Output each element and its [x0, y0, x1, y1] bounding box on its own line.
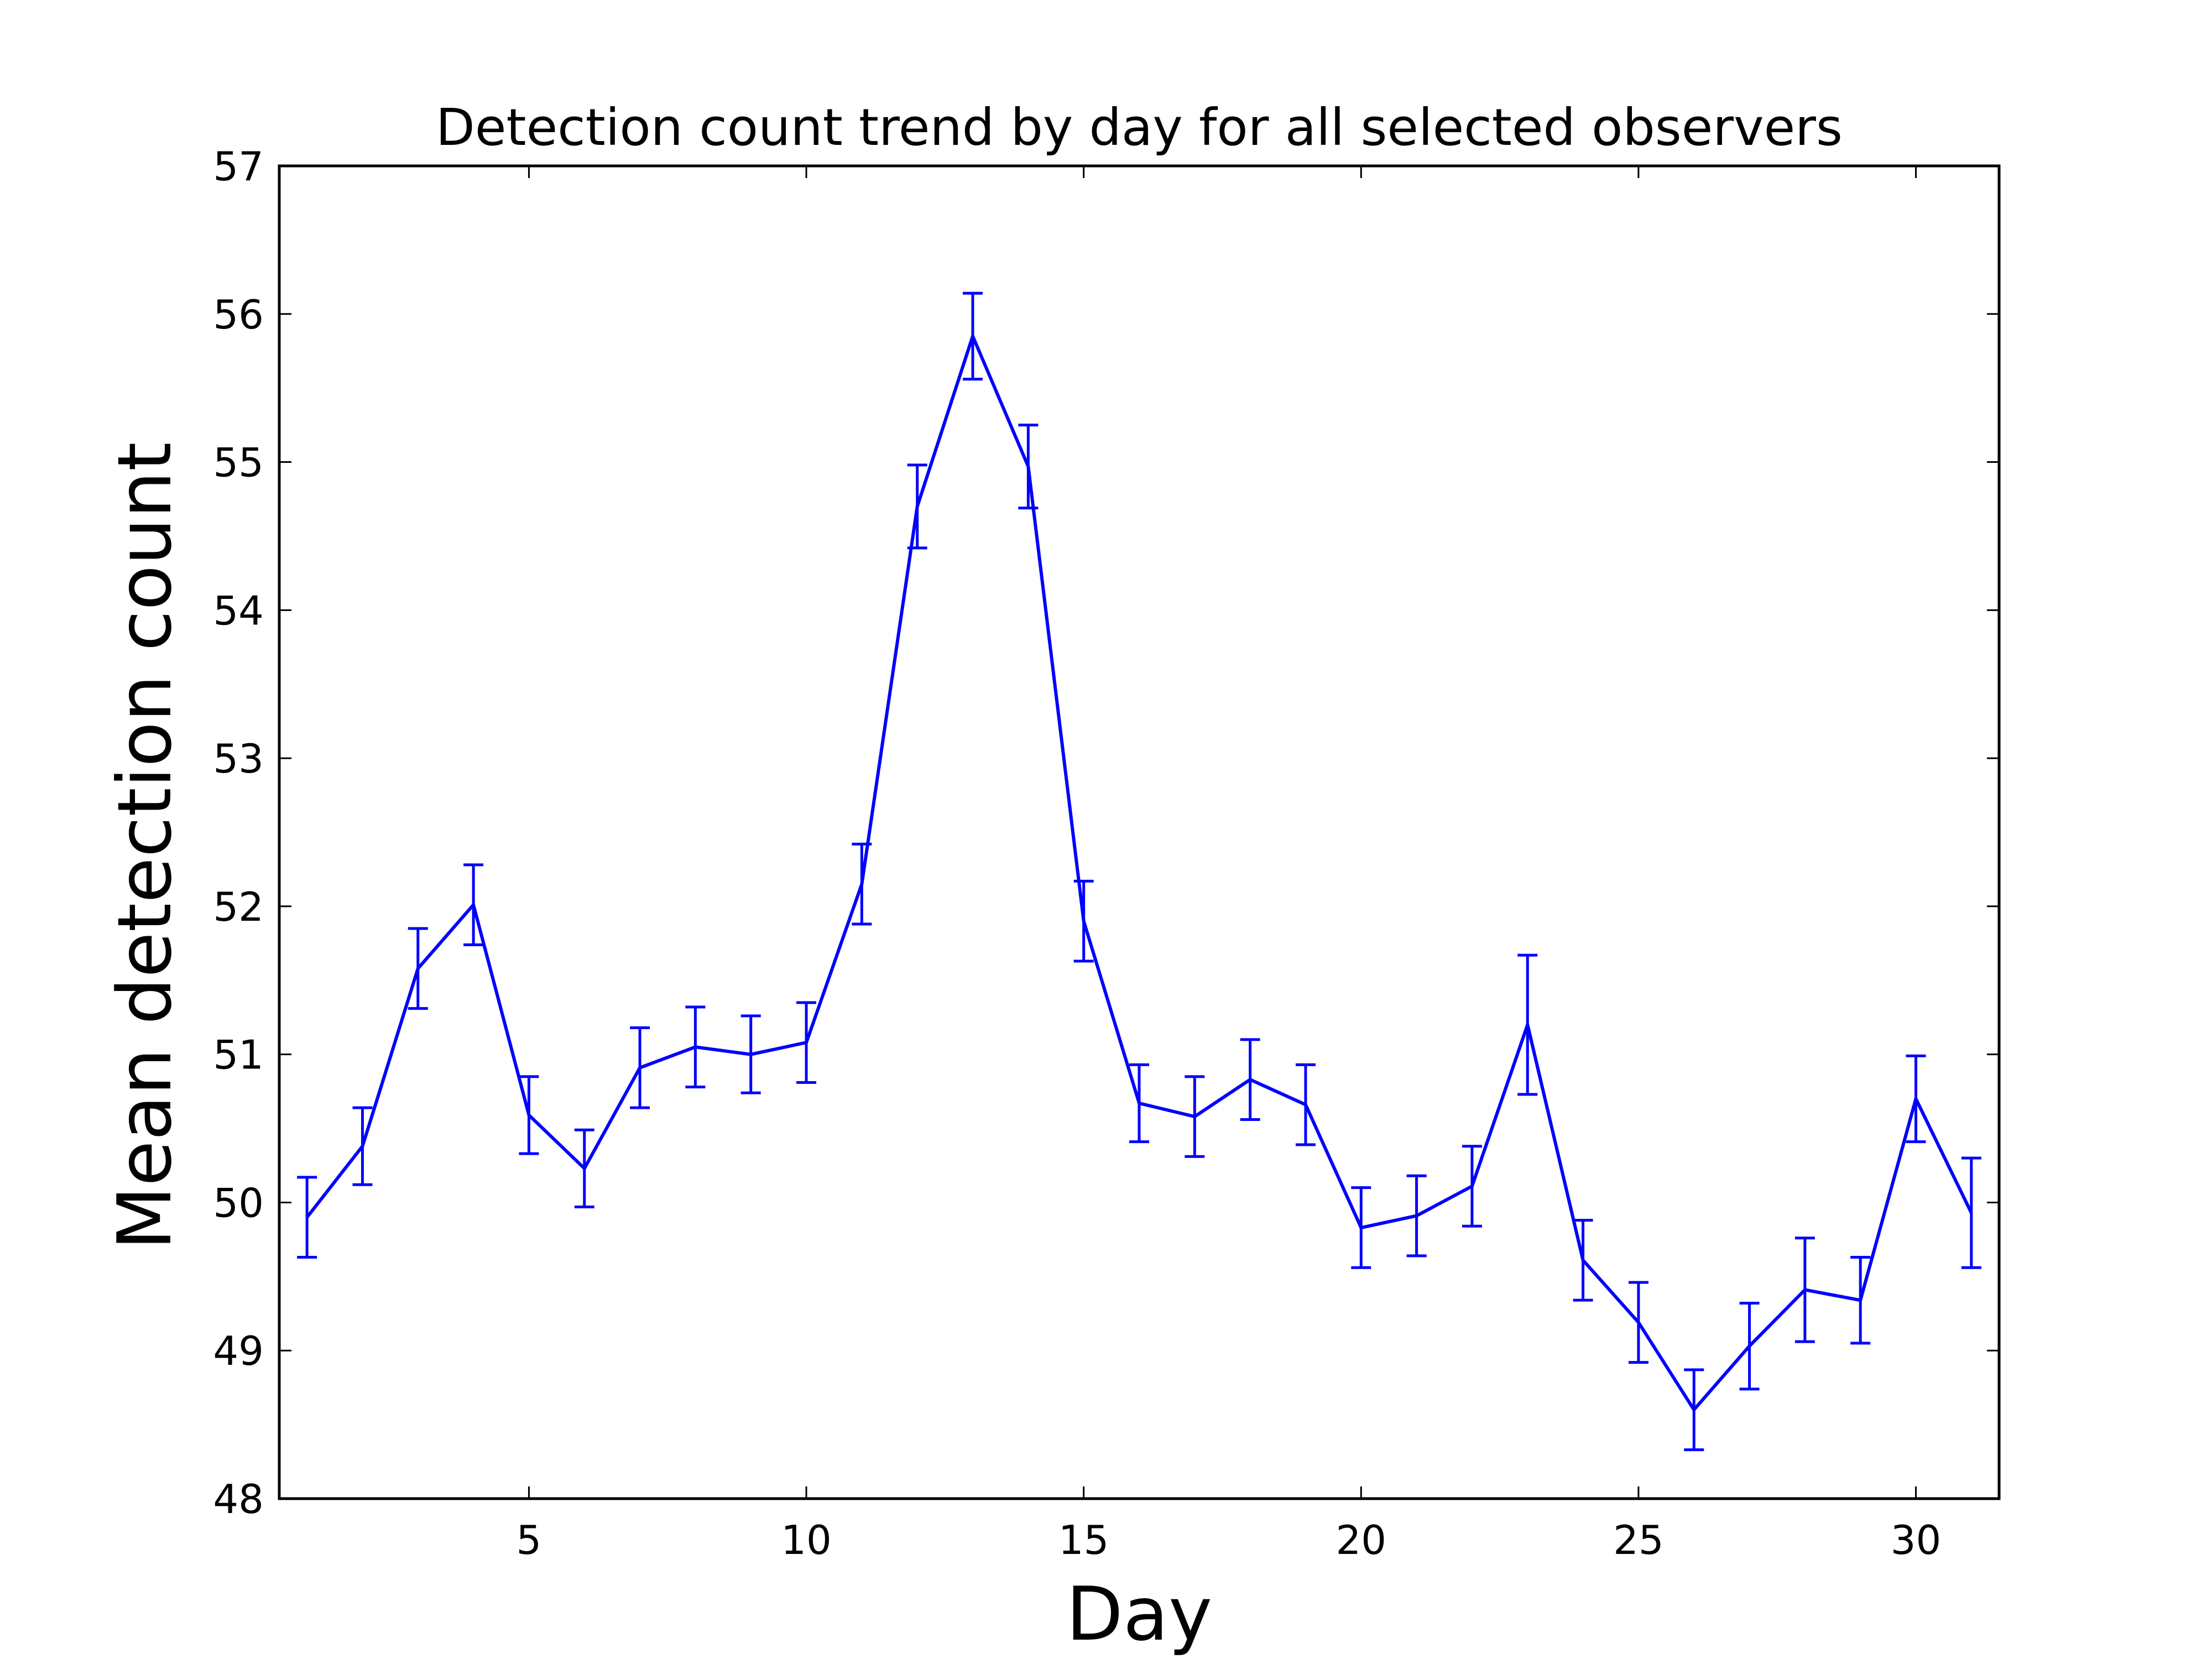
- y-tick-label-0: 48: [213, 1476, 264, 1522]
- y-tick-label-8: 56: [213, 291, 264, 338]
- data-point-5: [528, 1114, 530, 1116]
- data-point-9: [750, 1053, 752, 1055]
- y-tick-label-1: 49: [213, 1328, 264, 1374]
- y-tick-label-6: 54: [213, 587, 264, 634]
- data-point-20: [1360, 1227, 1362, 1228]
- y-tick-label-5: 53: [213, 735, 264, 782]
- x-tick-label-3: 20: [1335, 1517, 1386, 1563]
- data-point-30: [1915, 1098, 1917, 1099]
- x-tick-label-1: 10: [781, 1517, 832, 1563]
- data-point-19: [1305, 1104, 1306, 1105]
- chart-title: Detection count trend by day for all sel…: [436, 98, 1843, 157]
- data-point-15: [1083, 920, 1084, 922]
- data-point-2: [362, 1145, 363, 1147]
- data-point-13: [972, 335, 974, 337]
- data-point-3: [417, 968, 419, 969]
- data-point-16: [1139, 1103, 1140, 1104]
- y-tick-label-3: 51: [213, 1032, 264, 1078]
- series-line-0: [305, 331, 1973, 1413]
- data-point-8: [695, 1046, 696, 1048]
- data-point-17: [1194, 1116, 1196, 1118]
- plot-area: 5 10 15 20 25 30 48 49 50 51 52 53 54 55 56 57: [213, 143, 2001, 1563]
- data-point-10: [806, 1042, 807, 1044]
- data-point-23: [1527, 1024, 1528, 1026]
- data-point-26: [1693, 1409, 1695, 1411]
- plot-frame: [278, 164, 2001, 1500]
- x-tick-label-2: 15: [1058, 1517, 1109, 1563]
- data-point-6: [583, 1167, 585, 1169]
- y-tick-label-7: 55: [213, 440, 264, 486]
- data-point-31: [1970, 1212, 1972, 1214]
- data-point-21: [1416, 1215, 1417, 1217]
- x-tick-label-0: 5: [517, 1517, 542, 1563]
- data-point-29: [1860, 1300, 1861, 1301]
- x-tick-label-5: 30: [1891, 1517, 1942, 1563]
- y-tick-label-9: 57: [213, 143, 264, 190]
- data-point-12: [916, 505, 918, 507]
- data-point-18: [1249, 1079, 1251, 1081]
- data-point-11: [861, 883, 863, 885]
- data-point-4: [473, 904, 474, 906]
- data-point-25: [1637, 1322, 1639, 1323]
- data-point-1: [306, 1217, 308, 1218]
- y-tick-label-4: 52: [213, 884, 264, 930]
- y-tick-label-2: 50: [213, 1180, 264, 1226]
- data-point-28: [1804, 1289, 1806, 1291]
- x-tick-label-4: 25: [1613, 1517, 1664, 1563]
- x-axis-label: Day: [1066, 1571, 1213, 1657]
- y-axis-label: Mean detection count: [102, 442, 188, 1250]
- data-point-7: [639, 1067, 641, 1068]
- data-point-22: [1471, 1185, 1473, 1187]
- data-point-27: [1749, 1345, 1750, 1347]
- data-point-24: [1582, 1259, 1584, 1261]
- data-point-14: [1027, 466, 1029, 467]
